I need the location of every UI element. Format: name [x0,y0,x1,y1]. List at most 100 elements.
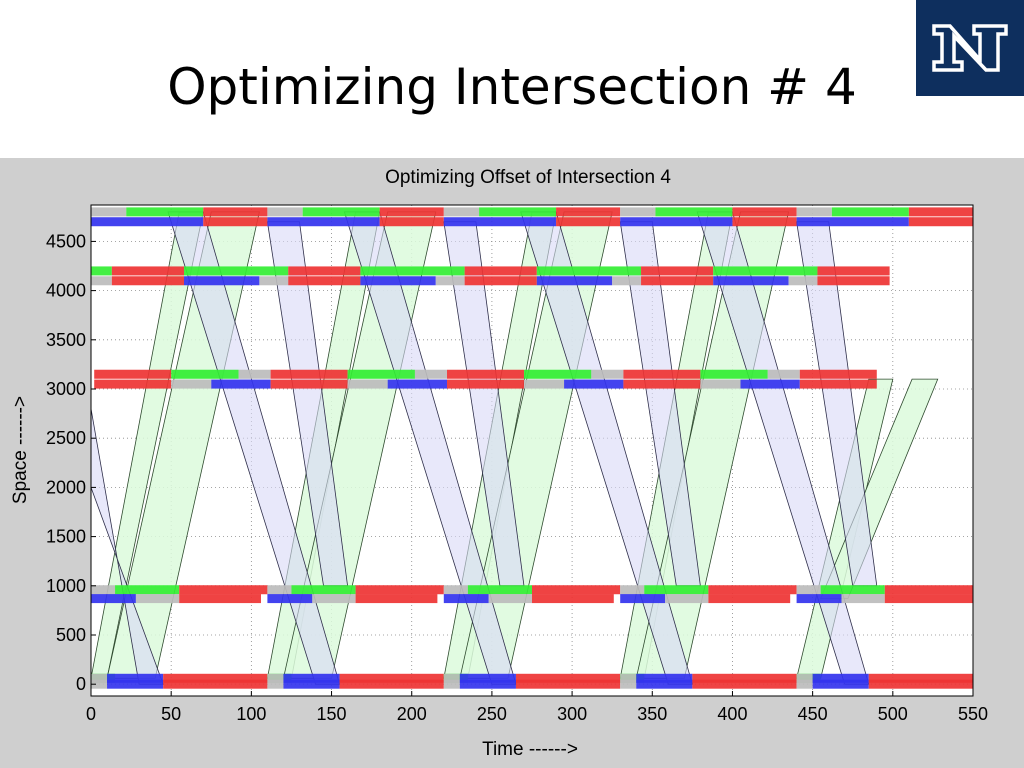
signal-phase-blue [184,276,260,286]
signal-phase-gray [841,594,885,604]
signal-phase-red [692,679,797,689]
x-tick-label: 0 [86,704,96,724]
signal-phase-blue [267,594,313,604]
signal-phase-green [291,585,356,595]
signal-phase-blue [796,217,909,227]
signal-phase-red [163,679,268,689]
signal-phase-red [884,585,973,595]
signal-phase-green [820,585,885,595]
signal-phase-red [94,379,172,389]
signal-phase-gray [620,207,656,217]
signal-phase-gray [91,585,116,595]
signal-phase-red [447,369,524,379]
signal-phase-blue [360,276,436,286]
signal-phase-red [532,585,621,595]
signal-phase-blue [636,679,693,689]
signal-phase-green [523,369,592,379]
signal-phase-red [732,217,797,227]
signal-phase-gray [91,207,127,217]
signal-phase-gray [488,594,532,604]
signal-phase-gray [443,585,468,595]
y-tick-label: 3500 [46,330,86,350]
x-tick-label: 450 [798,704,828,724]
signal-phase-gray [767,369,800,379]
signal-phase-red [884,594,973,604]
signal-phase-red [732,207,797,217]
signal-phase-gray [796,673,813,683]
x-tick-label: 300 [557,704,587,724]
signal-phase-gray [620,679,637,689]
signal-phase-gray [796,585,821,595]
signal-phase-gray [788,276,818,286]
signal-phase-gray [259,276,289,286]
signal-phase-gray [435,276,465,286]
x-axis-label: Time ------> [482,739,578,760]
signal-phase-gray [238,369,271,379]
signal-phase-red [532,594,614,604]
signal-phase-red [868,673,973,683]
signal-phase-gray [414,369,448,379]
signal-phase-red [203,207,268,217]
signal-phase-red [270,369,348,379]
y-tick-label: 2500 [46,428,86,448]
signal-phase-red [908,217,973,227]
signal-phase-red [817,266,890,276]
signal-phase-blue [443,217,557,227]
signal-phase-red [908,207,973,217]
signal-phase-blue [91,594,136,604]
blue-bands [90,211,878,685]
x-tick-label: 550 [958,704,988,724]
x-tick-label: 500 [878,704,908,724]
y-tick-label: 0 [76,674,86,694]
signal-phase-red [464,266,537,276]
signal-phase-red [641,266,714,276]
y-tick-label: 2000 [46,477,86,497]
signal-phase-gray [591,369,624,379]
signal-phase-green [700,369,768,379]
y-tick-label: 500 [56,625,86,645]
x-tick-label: 400 [717,704,747,724]
signal-phase-red [556,207,621,217]
y-axis-ticks: 0 500 1000 1500 2000 2500 3000 3500 4000 4500 [46,231,96,694]
signal-phase-green [536,266,642,276]
x-tick-label: 100 [236,704,266,724]
signal-phase-green [467,585,532,595]
signal-phase-blue [107,673,164,683]
signal-phase-red [179,585,268,595]
signal-phase-red [464,276,537,286]
y-tick-label: 1000 [46,576,86,596]
signal-phase-green [126,207,204,217]
signal-phase-red [288,266,361,276]
signal-phase-gray [620,673,637,683]
signal-phase-blue [812,673,869,683]
signal-phase-green [360,266,465,276]
signal-phase-blue [636,673,693,683]
signal-phase-blue [620,594,666,604]
signal-phase-gray [347,379,388,389]
signal-phase-red [623,379,701,389]
signal-phase-blue [459,679,516,689]
signal-phase-gray [612,276,642,286]
y-axis-label: Space ------> [10,396,31,504]
signal-phase-gray [443,679,460,689]
signal-phase-green [302,207,380,217]
page-title: Optimizing Intersection # 4 [167,58,857,116]
signal-phase-red [111,276,185,286]
signal-phase-gray [267,679,284,689]
signal-phase-red [339,673,444,683]
x-tick-label: 50 [161,704,181,724]
signal-phase-gray [91,679,108,689]
signal-phase-red [817,276,890,286]
signal-phase-gray [796,207,832,217]
signal-phase-gray [267,585,292,595]
signal-phase-red [179,594,261,604]
signal-phase-blue [620,217,733,227]
signal-phase-blue [459,673,516,683]
signal-phase-blue [740,379,800,389]
signal-phase-red [799,379,877,389]
signal-phase-red [708,594,791,604]
signal-phase-green [831,207,909,217]
signal-phase-green [655,207,733,217]
y-tick-label: 4500 [46,231,86,251]
signal-phase-blue [713,276,789,286]
